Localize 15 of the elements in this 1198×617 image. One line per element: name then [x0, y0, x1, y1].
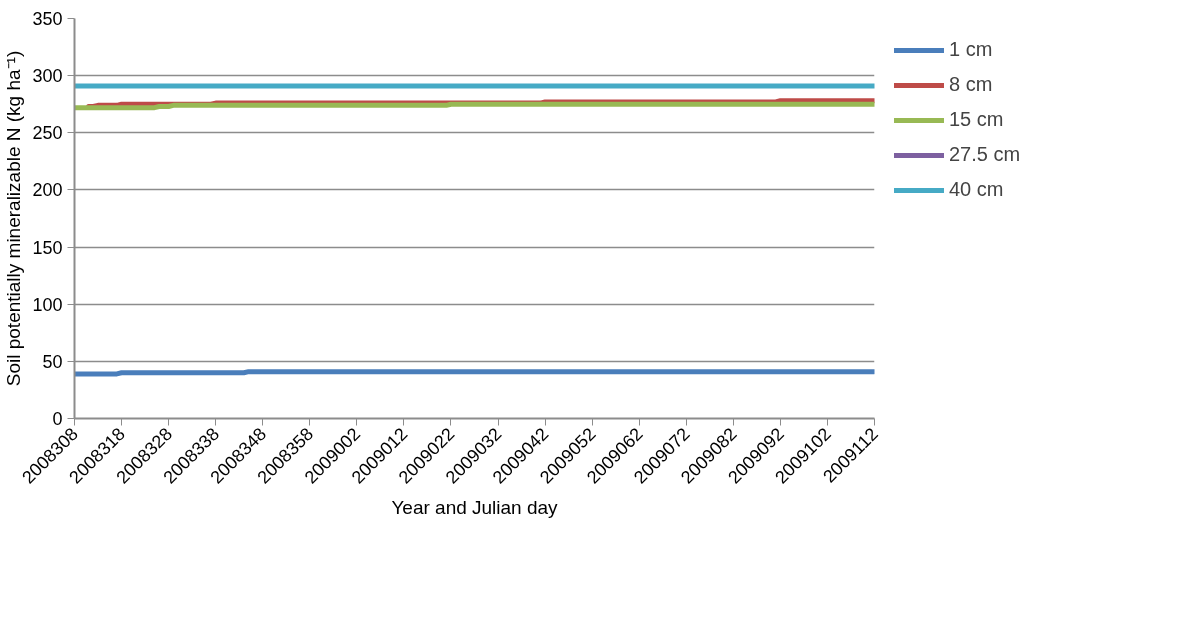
legend-label: 27.5 cm [949, 143, 1021, 166]
y-axis-title: Soil potentially mineralizable N (kg ha⁻¹) [3, 50, 25, 387]
y-tick-label: 300 [32, 66, 63, 87]
y-tick-label: 100 [32, 294, 63, 315]
legend-label: 1 cm [949, 38, 993, 61]
y-tick-label: 200 [32, 180, 63, 201]
x-axis-title: Year and Julian day [391, 497, 559, 519]
y-tick-label: 250 [32, 123, 63, 144]
y-tick-label: 50 [42, 351, 63, 372]
y-tick-label: 0 [52, 409, 63, 429]
legend-label: 8 cm [949, 73, 993, 96]
legend-label: 40 cm [949, 178, 1004, 201]
y-tick-label: 150 [32, 237, 63, 258]
y-tick-label: 350 [32, 9, 63, 29]
legend-label: 15 cm [949, 108, 1004, 131]
